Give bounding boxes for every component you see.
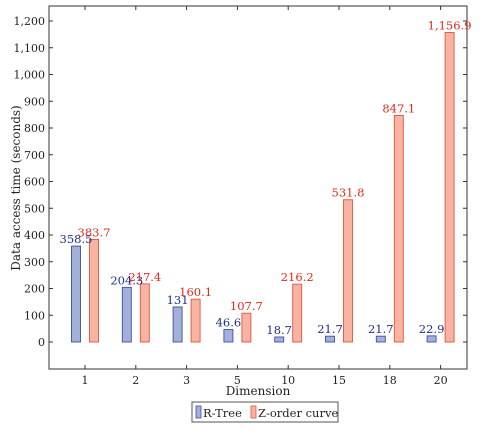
data-label-rtree: 22.9	[419, 322, 445, 336]
plot-frame	[48, 5, 468, 370]
y-tick-label: 800	[24, 122, 45, 135]
bar-rtree	[325, 335, 335, 343]
data-label-zorder: 217.4	[128, 270, 161, 284]
x-axis: 1 2 3 5 10 15 18 20	[82, 6, 448, 387]
bar-zorder	[343, 199, 353, 343]
bars	[71, 32, 455, 343]
x-tick-label: 3	[183, 374, 190, 387]
bar-rtree	[172, 306, 183, 343]
y-tick-label: 700	[24, 149, 45, 162]
y-tick-label: 1,100	[14, 42, 46, 55]
y-axis: 0 100 200 300 400 500 600 700 800 900 1,000 1,100 1,…	[14, 15, 467, 349]
x-tick-label: 20	[434, 374, 448, 387]
y-tick-label: 1,200	[14, 15, 46, 28]
y-tick-label: 400	[24, 229, 45, 242]
data-label-zorder: 383.7	[78, 225, 111, 239]
bar-rtree	[375, 335, 386, 343]
bar-rtree	[71, 245, 81, 343]
data-label-rtree: 131	[167, 293, 189, 307]
bar-rtree	[274, 336, 285, 343]
legend: R-Tree Z-order curve	[191, 401, 339, 423]
bar-zorder	[444, 32, 455, 343]
data-label-rtree: 21.7	[368, 322, 394, 336]
bar-rtree	[121, 286, 132, 343]
y-tick-label: 900	[24, 95, 45, 108]
x-axis-title: Dimension	[226, 384, 291, 398]
data-label-rtree: 358.5	[60, 232, 93, 246]
y-tick-label: 600	[24, 176, 45, 189]
y-tick-label: 300	[24, 256, 45, 269]
data-label-rtree: 21.7	[317, 322, 343, 336]
legend-swatch-zorder	[250, 405, 257, 419]
y-tick-label: 500	[24, 202, 45, 215]
bar-zorder	[241, 312, 252, 343]
data-label-rtree: 204.3	[110, 273, 143, 287]
x-tick-label: 10	[281, 374, 295, 387]
y-tick-label: 0	[38, 336, 45, 349]
legend-swatch-rtree	[195, 405, 202, 419]
data-label-zorder: 847.1	[382, 101, 415, 115]
data-label-zorder: 160.1	[179, 285, 212, 299]
data-label-rtree: 46.6	[216, 316, 242, 330]
bar-zorder	[190, 298, 201, 343]
y-tick-label: 1,000	[14, 69, 46, 82]
bar-zorder	[139, 283, 150, 343]
data-label-zorder: 1,156.9	[428, 19, 472, 33]
data-label-rtree: 18.7	[266, 323, 292, 337]
y-tick-label: 200	[24, 283, 45, 296]
y-tick-label: 100	[24, 309, 45, 322]
bar-zorder	[292, 283, 303, 343]
x-tick-label: 5	[234, 374, 241, 387]
legend-label-zorder: Z-order curve	[258, 406, 338, 420]
data-labels: 358.5 204.3 131 46.6 18.7 21.7 21.7 22.9 383.7 21…	[60, 19, 472, 337]
x-tick-label: 1	[82, 374, 89, 387]
y-axis-title: Data access time (seconds)	[9, 105, 23, 271]
x-tick-label: 15	[332, 374, 346, 387]
bar-zorder	[393, 114, 404, 343]
data-label-zorder: 531.8	[332, 186, 365, 200]
data-label-zorder: 107.7	[230, 299, 263, 313]
bar-rtree	[426, 335, 437, 343]
bar-rtree	[223, 329, 234, 343]
legend-box	[191, 401, 339, 423]
x-tick-label: 2	[132, 374, 139, 387]
legend-label-rtree: R-Tree	[203, 406, 242, 420]
bar-zorder	[89, 238, 99, 343]
data-label-zorder: 216.2	[281, 270, 314, 284]
x-tick-label: 18	[383, 374, 397, 387]
